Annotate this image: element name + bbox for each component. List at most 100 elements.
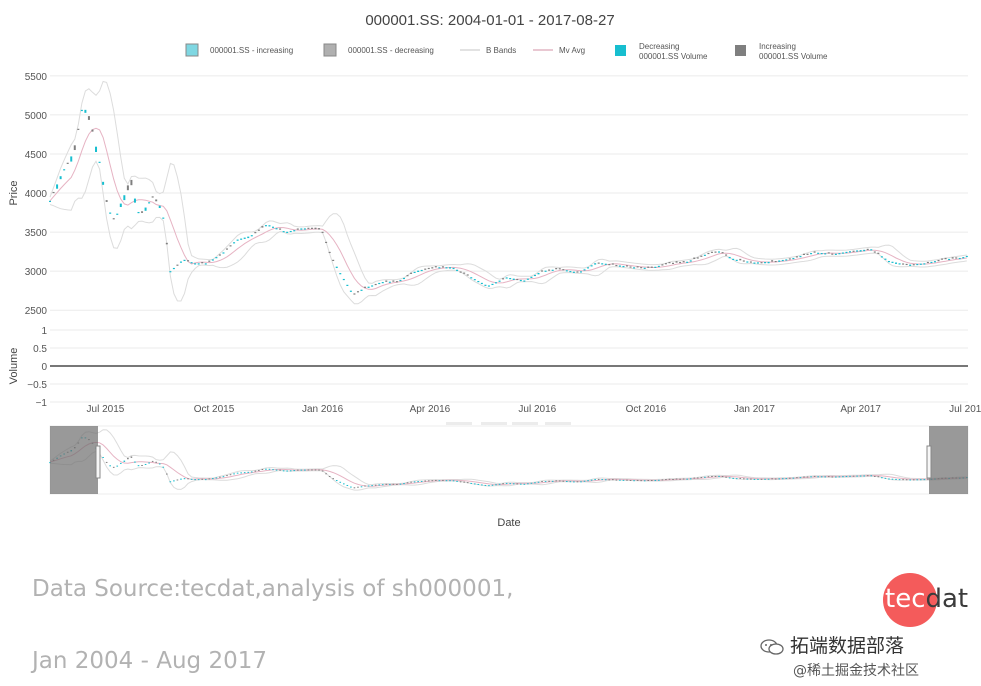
bband-lower-line xyxy=(49,160,967,305)
candlestick xyxy=(73,145,76,151)
juejin-watermark: @稀土掘金技术社区 xyxy=(793,663,919,679)
candlestick xyxy=(643,267,646,269)
candlestick xyxy=(895,262,898,264)
range-slider-right-mask xyxy=(929,426,968,494)
candlestick xyxy=(569,270,572,273)
candlestick xyxy=(49,200,51,203)
range-slider-candle xyxy=(187,478,189,480)
range-slider-candle xyxy=(516,483,519,485)
candlestick xyxy=(941,258,944,260)
candlestick xyxy=(261,226,264,228)
range-slider-candle xyxy=(718,475,720,477)
range-slider-candle xyxy=(364,485,366,487)
range-slider-candle xyxy=(282,470,285,472)
range-slider-candle xyxy=(558,480,561,482)
candlestick xyxy=(817,252,820,254)
range-slider-candle xyxy=(279,469,281,471)
candlestick xyxy=(272,226,275,228)
candlestick xyxy=(296,228,299,230)
range-slider-candle xyxy=(318,469,320,471)
range-slider-candle xyxy=(835,476,837,478)
range-slider-candle xyxy=(576,481,579,483)
candlestick xyxy=(367,286,370,288)
range-slider-candle xyxy=(923,479,926,481)
candlestick xyxy=(293,230,296,232)
bband-upper-line xyxy=(49,80,967,284)
candlestick xyxy=(696,257,699,259)
range-slider-candle xyxy=(551,480,554,482)
candlestick xyxy=(703,254,706,256)
range-slider-candle xyxy=(792,477,795,479)
candlestick xyxy=(948,258,951,261)
candlestick xyxy=(310,227,313,229)
range-slider-candle xyxy=(519,483,522,485)
range-slider-candle xyxy=(180,478,182,480)
range-slider-candle xyxy=(665,479,667,481)
candlestick xyxy=(417,270,420,272)
range-slider-candle xyxy=(431,480,434,482)
range-slider-candle xyxy=(396,483,398,485)
candlestick xyxy=(102,181,105,185)
candlestick xyxy=(66,162,69,164)
candlestick xyxy=(133,198,136,203)
candlestick xyxy=(523,280,526,282)
candlestick xyxy=(328,251,331,254)
candlestick xyxy=(225,248,228,250)
candlestick xyxy=(374,283,377,286)
range-slider-candle xyxy=(881,477,883,479)
range-slider-candle xyxy=(852,475,855,477)
range-slider-candle xyxy=(590,479,593,481)
candlestick xyxy=(105,200,108,202)
range-slider-candle xyxy=(743,478,745,480)
range-slider-candle xyxy=(512,483,515,485)
candlestick xyxy=(753,262,756,264)
candlestick xyxy=(109,212,112,214)
range-slider-candle xyxy=(194,479,196,481)
candlestick xyxy=(162,217,165,219)
range-slider-candle xyxy=(477,483,480,485)
range-slider-candle xyxy=(739,477,742,479)
price-tick-label: 5000 xyxy=(25,111,48,122)
range-slider-candle xyxy=(502,483,504,485)
candlestick xyxy=(399,279,402,282)
candlestick xyxy=(250,235,253,237)
candlestick xyxy=(183,259,186,261)
range-slider-candle xyxy=(927,478,929,480)
candlestick xyxy=(80,109,83,112)
candlestick xyxy=(679,261,682,264)
candlestick xyxy=(955,257,958,259)
range-slider-candle xyxy=(346,484,349,486)
range-slider-candle xyxy=(544,481,547,483)
candlestick xyxy=(257,229,260,231)
candlestick xyxy=(516,278,519,281)
candlestick xyxy=(764,262,767,264)
range-slider-candle xyxy=(707,476,710,478)
candlestick xyxy=(349,290,352,292)
range-slider-candle xyxy=(250,471,253,473)
candlestick xyxy=(360,289,363,291)
candlestick xyxy=(590,265,593,267)
tecdat-logo-circle xyxy=(883,573,937,627)
range-slider-candle xyxy=(523,483,526,485)
candlestick xyxy=(633,267,636,269)
candlestick xyxy=(587,267,590,269)
candlestick xyxy=(194,263,197,265)
legend-label: Increasing xyxy=(759,42,796,51)
candlestick xyxy=(91,129,94,132)
candlestick xyxy=(445,267,448,269)
range-slider-candle xyxy=(286,470,288,472)
candlestick xyxy=(919,263,922,265)
candlestick xyxy=(813,251,816,253)
candlestick xyxy=(572,271,575,273)
range-slider-candle xyxy=(785,478,788,480)
candlestick xyxy=(838,253,841,255)
range-slider-candle xyxy=(806,476,809,478)
candlestick xyxy=(243,237,246,239)
candlestick xyxy=(77,128,80,130)
range-slider-candle xyxy=(459,481,462,483)
candlestick xyxy=(473,279,476,281)
legend-label: 000001.SS - decreasing xyxy=(348,46,434,55)
range-slider-candle xyxy=(208,478,211,480)
range-slider-candle xyxy=(350,486,352,488)
range-slider-candle xyxy=(796,477,798,479)
